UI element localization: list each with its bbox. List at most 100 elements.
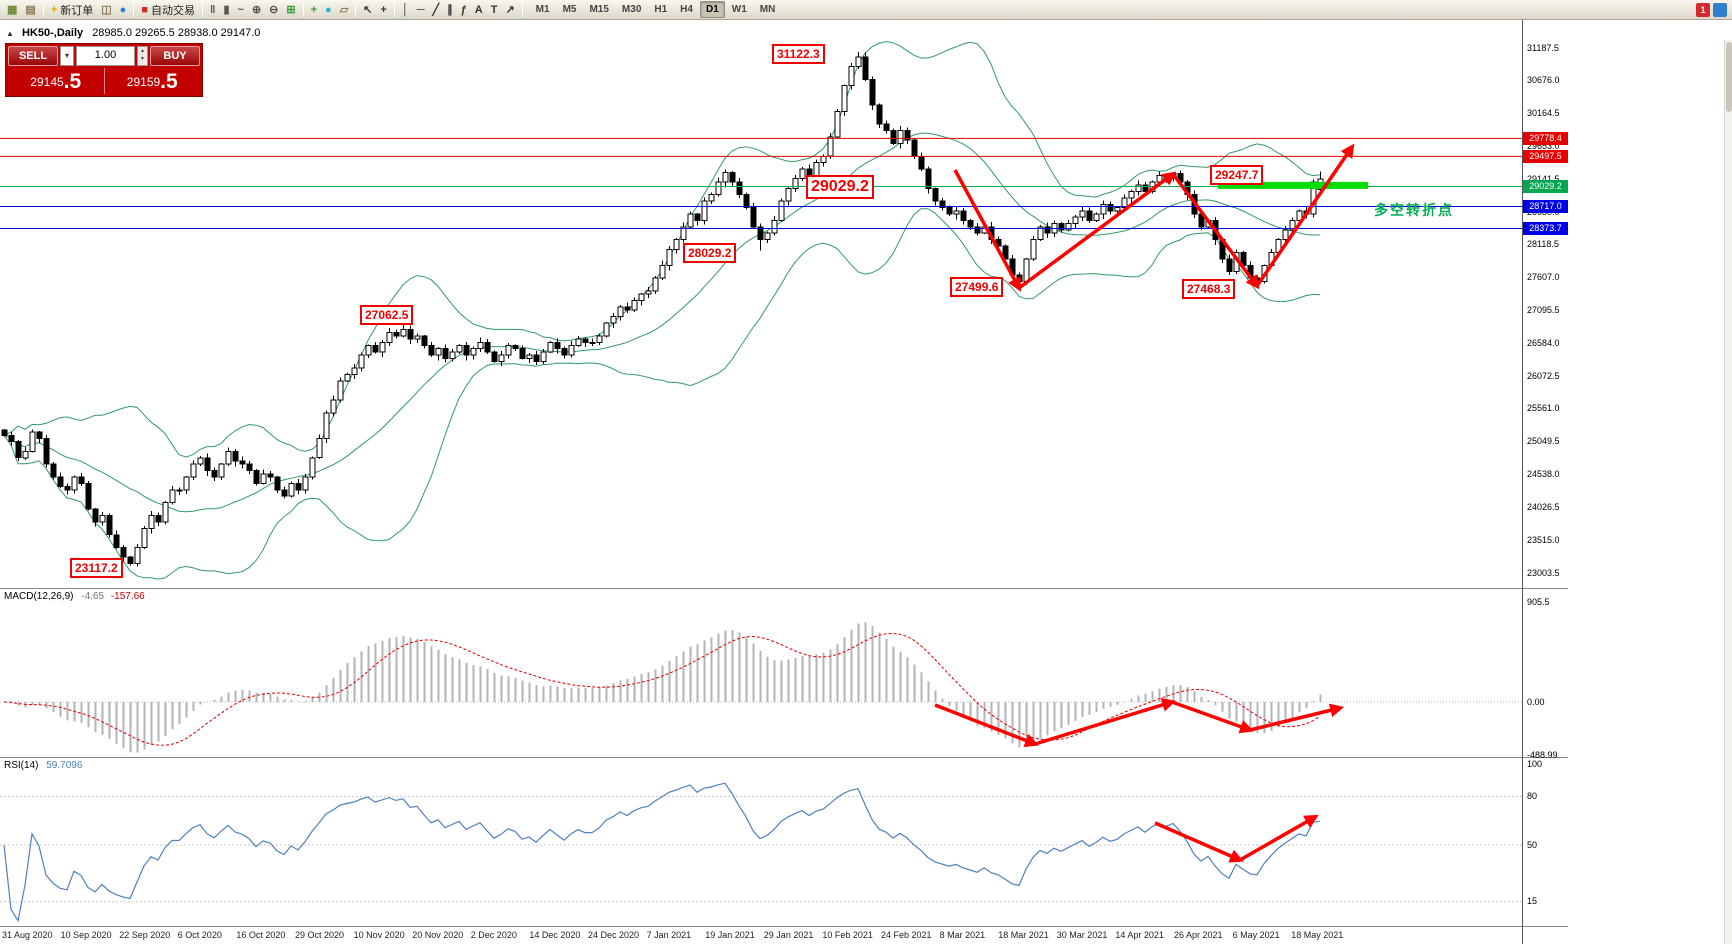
timeframe-mn[interactable]: MN bbox=[759, 4, 776, 15]
arrows-icon[interactable]: ↗ bbox=[501, 1, 518, 19]
vertical-line-icon[interactable]: │ bbox=[398, 1, 413, 19]
new-order-button-glyph: + bbox=[50, 3, 58, 16]
trade-prices-row: 29145 .5 29159 .5 bbox=[8, 68, 200, 94]
new-order-button[interactable]: + 新订单 bbox=[47, 1, 97, 19]
algo-trading-button[interactable]: ■ 自动交易 bbox=[137, 1, 199, 19]
chart-symbol-title: HK50-,Daily bbox=[21, 27, 84, 39]
zoom-out-icon[interactable]: ⊖ bbox=[265, 1, 282, 19]
text-icon-glyph: A bbox=[474, 3, 483, 16]
stepper-up-icon[interactable]: ▴ bbox=[140, 48, 144, 54]
timeframe-m1[interactable]: M1 bbox=[535, 4, 550, 15]
tile-windows-icon-glyph: ⊞ bbox=[286, 3, 296, 16]
trade-buttons-row: SELL ▾ 1.00 ▴ ▾ BUY bbox=[8, 46, 200, 66]
buy-price-main: 29159 bbox=[126, 75, 161, 89]
zoom-in-icon[interactable]: ⊕ bbox=[248, 1, 265, 19]
one-click-trading-panel: SELL ▾ 1.00 ▴ ▾ BUY 29145 .5 29159 .5 bbox=[5, 43, 203, 97]
text-icon[interactable]: A bbox=[471, 1, 487, 19]
volume-input[interactable]: 1.00 bbox=[76, 46, 135, 66]
trendline-icon-glyph: ╱ bbox=[432, 3, 440, 16]
collapse-panel-icon[interactable]: ▲ bbox=[6, 29, 14, 38]
fibonacci-icon-glyph: ƒ bbox=[460, 3, 467, 16]
horizontal-line-icon[interactable]: ─ bbox=[413, 1, 429, 19]
algo-trading-button-glyph: ■ bbox=[141, 3, 148, 16]
stepper-down-icon[interactable]: ▾ bbox=[140, 56, 144, 62]
depth-of-market-icon[interactable]: ◫ bbox=[97, 1, 115, 19]
sell-price-big: .5 bbox=[63, 70, 82, 93]
buy-price-big: .5 bbox=[160, 70, 178, 93]
trendline-icon[interactable]: ╱ bbox=[429, 1, 444, 19]
macd-indicator-name: MACD(12,26,9) bbox=[4, 591, 74, 602]
depth-of-market-icon-glyph: ◫ bbox=[101, 3, 112, 16]
vertical-line-icon-glyph: │ bbox=[401, 3, 409, 16]
chart-canvas[interactable] bbox=[0, 20, 1568, 944]
macd-value-signal: -157.66 bbox=[110, 591, 145, 602]
scrollbar-thumb[interactable] bbox=[1726, 42, 1732, 112]
toolbar-separator bbox=[355, 2, 357, 17]
toolbar-right-group: 1 bbox=[1696, 2, 1729, 17]
toolbar-separator bbox=[302, 2, 304, 17]
vertical-scrollbar[interactable] bbox=[1724, 40, 1732, 944]
tile-windows-icon[interactable]: ⊞ bbox=[282, 1, 299, 19]
rsi-title: RSI(14) 59.7096 bbox=[4, 760, 82, 771]
line-chart-icon-glyph: ~ bbox=[237, 3, 244, 16]
periods-icon-glyph: ● bbox=[325, 3, 332, 16]
crosshair-icon-glyph: + bbox=[380, 3, 387, 16]
indicators-icon-glyph: + bbox=[310, 3, 318, 16]
zoom-out-icon-glyph: ⊖ bbox=[269, 3, 279, 16]
timeframe-m30[interactable]: M30 bbox=[621, 4, 642, 15]
toolbar-separator bbox=[201, 2, 203, 17]
indicators-icon[interactable]: + bbox=[307, 1, 321, 19]
algo-trading-button-label: 自动交易 bbox=[150, 4, 195, 17]
toolbar-separator bbox=[42, 2, 44, 17]
timeframe-m15[interactable]: M15 bbox=[589, 4, 609, 15]
toolbar-separator bbox=[133, 2, 135, 17]
fibonacci-icon[interactable]: ƒ bbox=[457, 1, 471, 19]
channel-icon-glyph: ∥ bbox=[447, 3, 453, 16]
macd-title: MACD(12,26,9) -4.65 -157.66 bbox=[4, 591, 145, 602]
line-chart-icon[interactable]: ~ bbox=[234, 1, 248, 19]
periods-icon[interactable]: ● bbox=[321, 1, 336, 19]
toolbar-left-group: ▦ ▤ + 新订单 ◫ ● ■ 自动交易 ‖ ▮ ~ ⊕ ⊖ ⊞ + ● ▱ ↖ + │ ─ ╱ ∥ ƒ A T ↗ bbox=[3, 1, 526, 19]
notifications-icon[interactable]: 1 bbox=[1696, 2, 1710, 17]
volume-stepper[interactable]: ▴ ▾ bbox=[137, 46, 148, 66]
new-chart-icon-glyph: ▦ bbox=[7, 3, 18, 16]
community-icon[interactable] bbox=[1713, 2, 1727, 17]
toolbar-separator bbox=[521, 2, 523, 17]
timeframe-m5[interactable]: M5 bbox=[562, 4, 577, 15]
cursor-icon-glyph: ↖ bbox=[363, 3, 373, 16]
sell-button[interactable]: SELL bbox=[8, 46, 58, 66]
toolbar-separator bbox=[393, 2, 395, 17]
crosshair-icon[interactable]: + bbox=[376, 1, 390, 19]
volume-dropdown[interactable]: ▾ bbox=[60, 46, 74, 66]
webterminal-icon[interactable]: ● bbox=[116, 1, 131, 19]
templates-icon[interactable]: ▱ bbox=[336, 1, 352, 19]
buy-button[interactable]: BUY bbox=[150, 46, 200, 66]
arrows-icon-glyph: ↗ bbox=[505, 3, 515, 16]
label-icon[interactable]: T bbox=[487, 1, 502, 19]
new-order-button-label: 新订单 bbox=[60, 4, 94, 17]
toolbar: ▦ ▤ + 新订单 ◫ ● ■ 自动交易 ‖ ▮ ~ ⊕ ⊖ ⊞ + ● ▱ ↖ + │ ─ ╱ ∥ ƒ A T ↗ M1 M5 M15… bbox=[0, 0, 1732, 20]
buy-price: 29159 .5 bbox=[105, 68, 201, 94]
sell-price-main: 29145 bbox=[30, 75, 64, 89]
templates-icon-glyph: ▱ bbox=[339, 3, 349, 16]
bar-chart-icon-glyph: ‖ bbox=[209, 3, 216, 16]
chart-ohlc: 28985.0 29265.5 28938.0 29147.0 bbox=[92, 27, 261, 39]
timeframe-h4[interactable]: H4 bbox=[680, 4, 693, 15]
zoom-in-icon-glyph: ⊕ bbox=[251, 3, 262, 16]
chart-window: 31187.5 30676.0 30164.5 29653.0 29141.5 28630… bbox=[0, 20, 1732, 944]
timeframe-group: M1 M5 M15 M30 H1 H4 D1 W1 MN bbox=[530, 1, 782, 18]
sell-price: 29145 .5 bbox=[8, 68, 105, 94]
profiles-icon[interactable]: ▤ bbox=[21, 1, 39, 19]
candlestick-chart-icon[interactable]: ▮ bbox=[219, 1, 233, 19]
chart-title: ▲ HK50-,Daily 28985.0 29265.5 28938.0 29… bbox=[6, 27, 260, 39]
new-chart-icon[interactable]: ▦ bbox=[3, 1, 21, 19]
horizontal-line-icon-glyph: ─ bbox=[416, 3, 425, 16]
profiles-icon-glyph: ▤ bbox=[25, 3, 36, 16]
timeframe-h1[interactable]: H1 bbox=[654, 4, 668, 15]
cursor-icon[interactable]: ↖ bbox=[359, 1, 376, 19]
macd-value-main: -4.65 bbox=[81, 591, 105, 602]
timeframe-d1[interactable]: D1 bbox=[699, 1, 725, 18]
timeframe-w1[interactable]: W1 bbox=[731, 4, 747, 15]
bar-chart-icon[interactable]: ‖ bbox=[206, 1, 219, 19]
channel-icon[interactable]: ∥ bbox=[443, 1, 457, 19]
